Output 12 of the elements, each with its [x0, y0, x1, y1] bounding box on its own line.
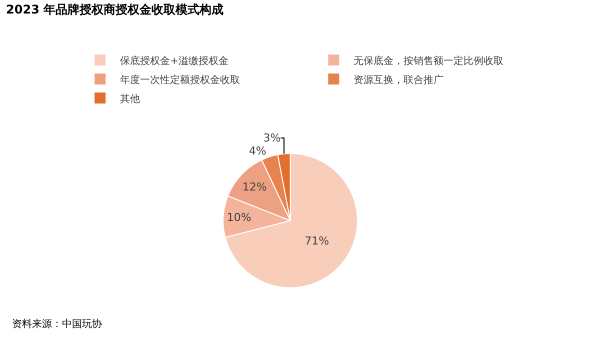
data-label: 4%: [248, 144, 266, 158]
data-label: 12%: [242, 180, 267, 194]
legend-label: 无保底金，按销售额一定比例收取: [354, 54, 504, 67]
legend-label: 其他: [120, 92, 140, 105]
data-label: 71%: [304, 234, 330, 248]
legend-label: 保底授权金+溢缴授权金: [120, 54, 228, 67]
text: 资料来源：中国玩协: [12, 318, 102, 330]
chart-title: 2023 年品牌授权商授权金收取模式构成: [6, 2, 224, 17]
legend-label: 年度一次性定额授权金收取: [120, 74, 240, 86]
data-label: 3%: [263, 131, 281, 144]
data-label: 10%: [226, 210, 252, 224]
legend-label: 资源互换，联合推广: [354, 74, 444, 86]
